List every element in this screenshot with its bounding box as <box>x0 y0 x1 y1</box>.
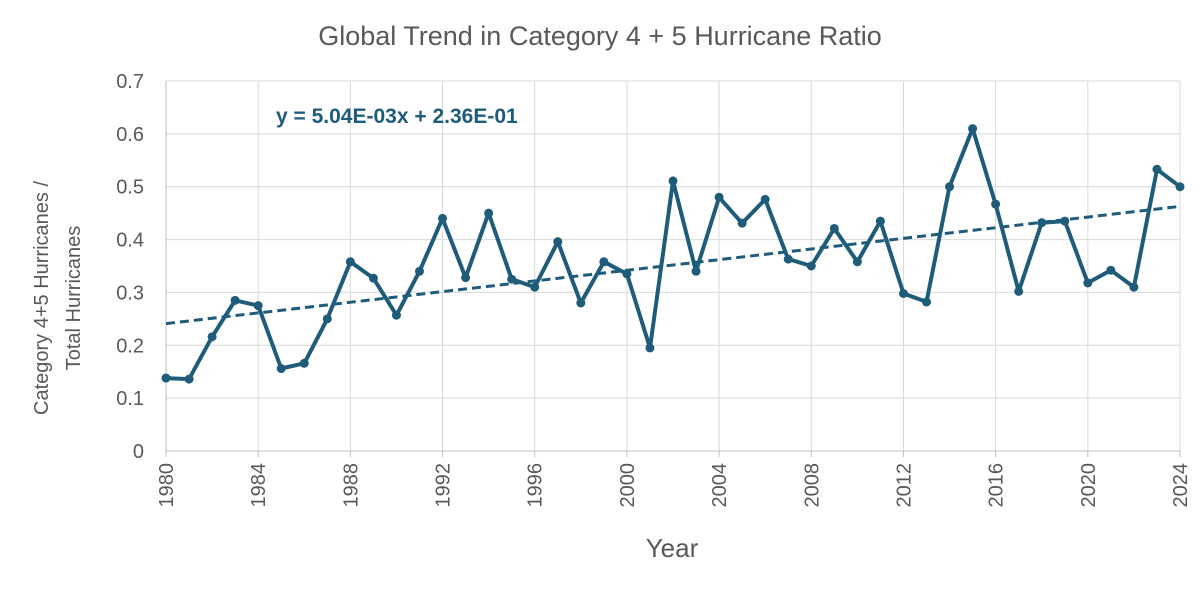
axes <box>165 81 1181 457</box>
x-tick-label: 2004 <box>709 463 731 508</box>
data-point <box>184 374 194 384</box>
data-point <box>714 192 724 202</box>
data-point <box>438 213 448 223</box>
data-point <box>1037 218 1047 228</box>
data-point <box>1014 286 1024 296</box>
data-point <box>230 295 240 305</box>
y-tick-labels: 0 0.1 0.2 0.3 0.4 0.5 0.6 0.7 <box>116 71 144 463</box>
data-point <box>875 216 885 226</box>
data-point <box>968 124 978 134</box>
data-point <box>253 301 263 311</box>
x-tick-label: 1996 <box>525 463 547 508</box>
data-point <box>1060 216 1070 226</box>
x-tick-label: 1984 <box>248 463 270 508</box>
data-point <box>1152 164 1162 174</box>
y-tick-label: 0.1 <box>116 388 144 410</box>
data-point <box>737 218 747 228</box>
data-point <box>484 208 494 218</box>
y-tick-label: 0 <box>133 441 144 463</box>
data-point <box>530 282 540 292</box>
data-point <box>415 266 424 276</box>
data-point <box>691 266 701 276</box>
data-point <box>599 257 609 267</box>
x-tick-label: 2024 <box>1170 463 1192 508</box>
data-point <box>760 194 770 204</box>
y-tick-label: 0.6 <box>116 124 144 146</box>
data-point <box>461 273 471 283</box>
y-axis-title-line-2: Total Hurricanes <box>63 226 85 371</box>
data-point <box>922 297 931 307</box>
x-tick-label: 1988 <box>340 463 362 508</box>
data-point <box>668 176 678 186</box>
data-point <box>945 182 955 192</box>
x-tick-labels: 1980 1984 1988 1992 1996 2000 2004 2008 2012 2016… <box>156 463 1192 508</box>
data-point <box>161 373 171 383</box>
data-point <box>991 199 1001 209</box>
data-point <box>645 343 655 353</box>
y-tick-label: 0.2 <box>116 335 144 357</box>
x-tick-label: 2012 <box>893 463 915 508</box>
data-point <box>391 310 401 320</box>
y-tick-label: 0.7 <box>116 71 144 93</box>
y-tick-label: 0.3 <box>116 282 144 304</box>
data-point <box>368 273 378 283</box>
data-point <box>207 332 217 342</box>
series-line <box>164 126 1182 382</box>
x-tick-label: 2000 <box>617 463 639 508</box>
data-point <box>852 257 862 267</box>
x-tick-label: 2020 <box>1078 463 1100 508</box>
data-point <box>345 257 355 267</box>
series-layer <box>161 124 1185 384</box>
y-tick-label: 0.5 <box>116 177 144 199</box>
data-point <box>299 358 309 368</box>
x-tick-label: 2016 <box>986 463 1008 508</box>
data-point <box>806 261 816 271</box>
x-tick-label: 1980 <box>156 463 178 508</box>
data-point <box>829 223 839 233</box>
data-point <box>276 364 286 374</box>
data-point <box>507 274 517 284</box>
chart-title: Global Trend in Category 4 + 5 Hurricane… <box>318 21 882 51</box>
x-tick-label: 2008 <box>801 463 823 508</box>
data-point <box>622 269 632 279</box>
data-point <box>553 237 563 247</box>
data-point <box>576 298 586 308</box>
y-axis-title-line-1: Category 4+5 Hurricanes / <box>31 181 53 415</box>
data-point <box>783 254 793 264</box>
data-point <box>898 288 908 298</box>
y-tick-label: 0.4 <box>116 230 144 252</box>
x-axis-title: Year <box>646 533 699 563</box>
data-point <box>1129 282 1139 292</box>
data-point <box>322 314 332 324</box>
y-axis-title: Category 4+5 Hurricanes / Total Hurrican… <box>31 181 85 415</box>
data-point <box>1106 265 1116 275</box>
trendline-equation: y = 5.04E-03x + 2.36E-01 <box>276 105 518 128</box>
data-point <box>1083 278 1093 288</box>
x-tick-label: 1992 <box>433 463 455 508</box>
data-point <box>1175 182 1185 192</box>
